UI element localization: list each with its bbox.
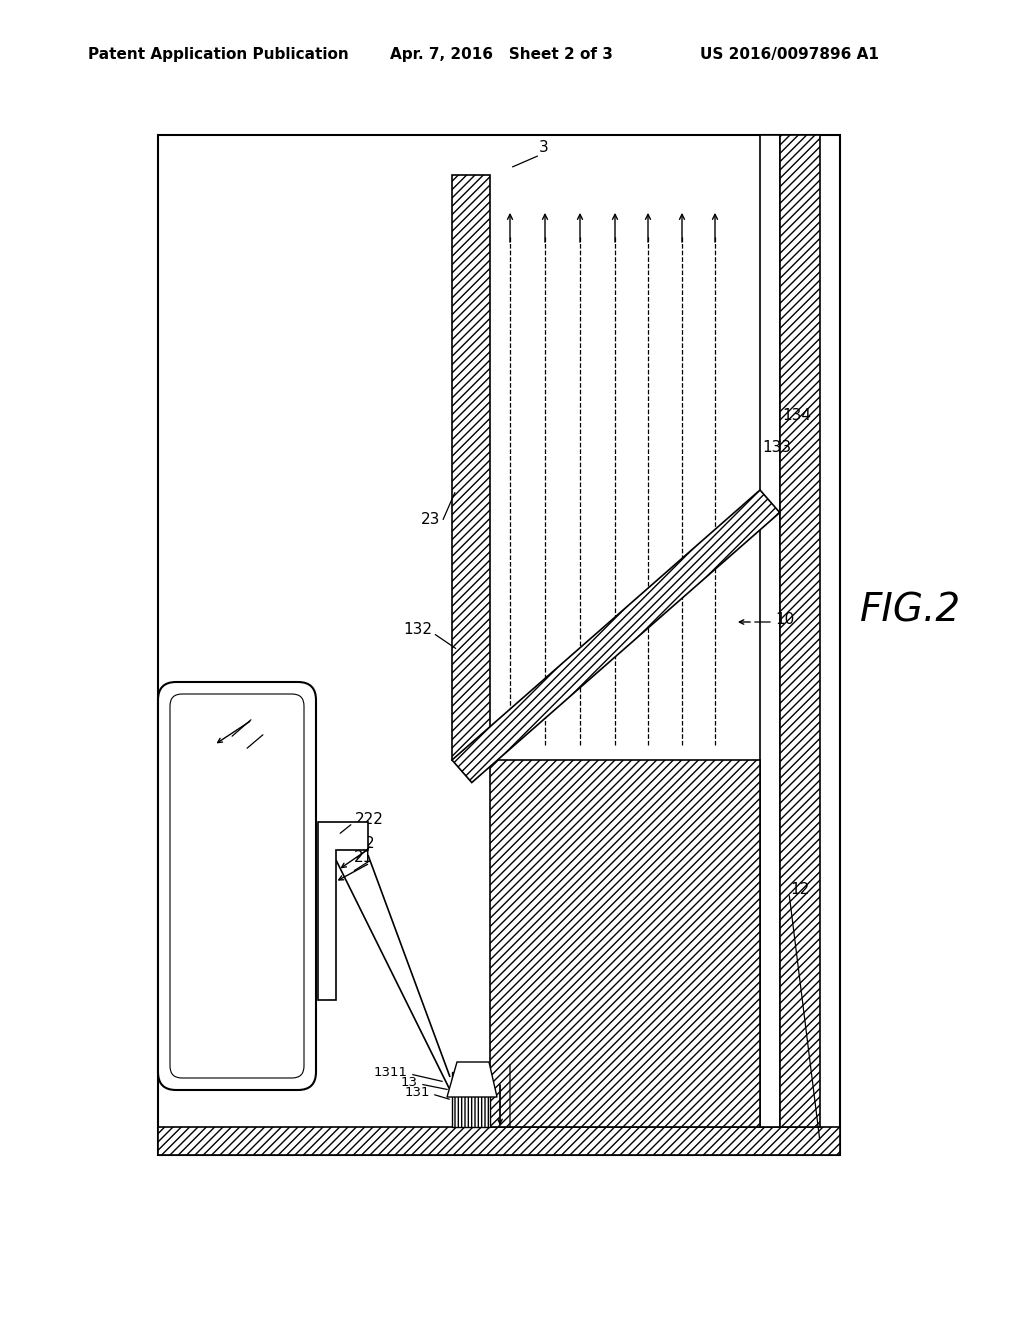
- Bar: [452, 1072, 490, 1127]
- Text: FIG.2: FIG.2: [860, 591, 962, 630]
- Text: 221: 221: [268, 722, 297, 738]
- Text: 2: 2: [365, 836, 374, 850]
- Text: 132: 132: [403, 623, 432, 638]
- Text: 131: 131: [404, 1085, 430, 1098]
- Text: 3: 3: [539, 140, 549, 156]
- Text: US 2016/0097896 A1: US 2016/0097896 A1: [700, 48, 879, 62]
- Text: Patent Application Publication: Patent Application Publication: [88, 48, 349, 62]
- Bar: [780, 135, 820, 1127]
- Bar: [490, 760, 760, 1127]
- Bar: [452, 176, 490, 760]
- Text: 12: 12: [790, 883, 809, 898]
- Text: 1: 1: [505, 1048, 515, 1063]
- Text: 23: 23: [421, 512, 440, 528]
- Text: 133: 133: [762, 441, 792, 455]
- Polygon shape: [452, 490, 779, 783]
- Text: 1311: 1311: [374, 1065, 408, 1078]
- Text: 222: 222: [355, 813, 384, 828]
- FancyBboxPatch shape: [158, 682, 316, 1090]
- Polygon shape: [447, 1063, 497, 1097]
- Text: Apr. 7, 2016   Sheet 2 of 3: Apr. 7, 2016 Sheet 2 of 3: [390, 48, 613, 62]
- Text: 134: 134: [782, 408, 811, 422]
- Text: 22: 22: [232, 708, 252, 722]
- Text: 21: 21: [353, 850, 373, 866]
- Text: 10: 10: [775, 612, 795, 627]
- Bar: [158, 1127, 840, 1155]
- FancyBboxPatch shape: [170, 694, 304, 1078]
- Text: 13: 13: [401, 1076, 418, 1089]
- Polygon shape: [318, 822, 368, 1001]
- Text: 11: 11: [490, 1068, 510, 1082]
- Bar: [760, 135, 780, 1127]
- Bar: [158, 135, 840, 1155]
